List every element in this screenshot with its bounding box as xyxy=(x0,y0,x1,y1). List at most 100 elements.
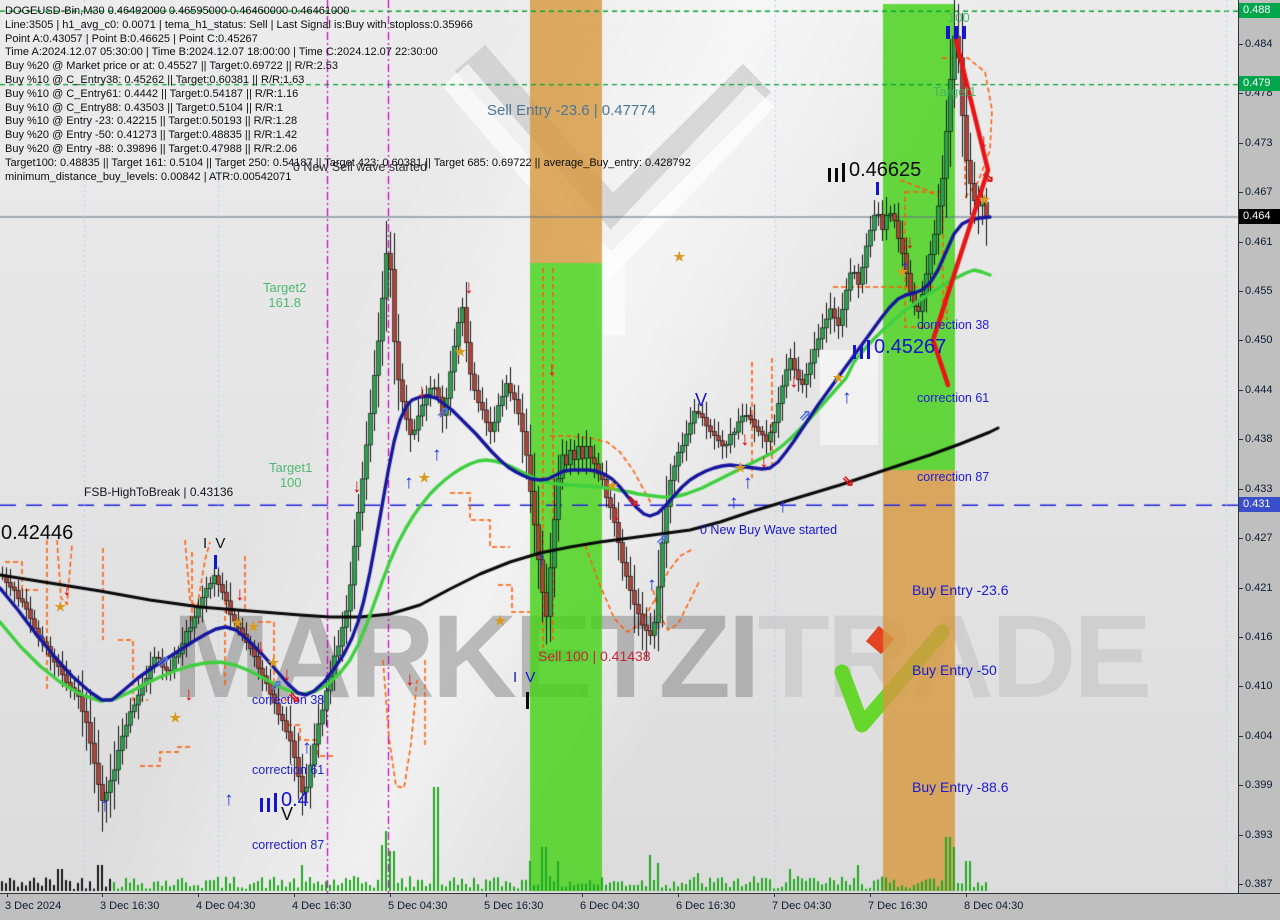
wave-tick-icon xyxy=(842,163,845,182)
target1-value: 100 xyxy=(279,475,302,490)
sell-arrow-icon: ↓ xyxy=(282,663,292,685)
indicator-info-line: Point A:0.43057 | Point B:0.46625 | Poin… xyxy=(5,32,258,45)
time-tick: 6 Dec 16:30 xyxy=(676,893,735,912)
time-tick: 3 Dec 2024 xyxy=(5,893,61,912)
time-tick: 8 Dec 04:30 xyxy=(964,893,1023,912)
sell-arrow-icon: ↓ xyxy=(759,450,769,472)
time-tick: 6 Dec 04:30 xyxy=(580,893,639,912)
star-icon: ★ xyxy=(418,469,431,485)
wave-tick-icon xyxy=(954,26,958,39)
wave-tick-icon xyxy=(962,26,966,39)
indicator-info-line: Line:3505 | h1_avg_c0: 0.0071 | tema_h1_… xyxy=(5,18,473,31)
price-marker: 0.464 xyxy=(1239,208,1280,224)
star-icon: ★ xyxy=(896,263,909,279)
star-icon: ★ xyxy=(454,343,467,359)
wave-tick-icon xyxy=(876,182,879,195)
indicator-info-line: Buy %20 @ Entry -88: 0.39896 || Target:0… xyxy=(5,142,298,155)
correction87-left-label: correction 87 xyxy=(252,838,325,852)
buy-entry-236-label: Buy Entry -23.6 xyxy=(912,582,1009,598)
wave-100-label: 100 xyxy=(948,10,970,25)
star-icon: ★ xyxy=(54,598,67,614)
sell-arrow-icon: ↓ xyxy=(612,503,622,525)
chart-canvas[interactable] xyxy=(0,0,1238,893)
buy-entry-886-label: Buy Entry -88.6 xyxy=(912,779,1009,795)
wave-tick-icon xyxy=(867,340,870,359)
buy-arrow-icon: ↑ xyxy=(100,794,110,816)
indicator-info-line: Target100: 0.48835 || Target 161: 0.5104… xyxy=(5,156,691,169)
hollow-sell-arrow-icon: ⇘ xyxy=(626,492,640,510)
hollow-sell-arrow-icon: ⇘ xyxy=(841,472,855,490)
wave-tick-icon xyxy=(260,798,263,812)
sell-arrow-icon: ↓ xyxy=(740,428,750,450)
indicator-info-line: minimum_distance_buy_levels: 0.00842 | A… xyxy=(5,170,292,183)
wave-top-ticks xyxy=(946,26,966,39)
time-tick: 7 Dec 04:30 xyxy=(772,893,831,912)
time-axis[interactable]: 3 Dec 2024 3 Dec 16:30 4 Dec 04:30 4 Dec 16… xyxy=(0,893,1280,920)
time-tick: 4 Dec 04:30 xyxy=(196,893,255,912)
time-tick: 5 Dec 16:30 xyxy=(484,893,543,912)
buy-arrow-icon: ↑ xyxy=(647,573,657,595)
sell-arrow-icon: ↓ xyxy=(256,635,266,657)
indicator-info-line: Buy %10 @ Entry -23: 0.42215 || Target:0… xyxy=(5,115,298,128)
wave-iv-left-label: I V xyxy=(203,535,228,552)
indicator-info-line: Time A:2024.12.07 05:30:00 | Time B:2024… xyxy=(5,46,438,59)
wave-v-right-label: V xyxy=(695,390,708,410)
sell-arrow-icon: ↓ xyxy=(405,668,415,690)
sell-arrow-icon: ↓ xyxy=(62,578,72,600)
time-tick: 7 Dec 16:30 xyxy=(868,893,927,912)
wave-tick-icon xyxy=(828,168,831,182)
target1-right-label: Target1 xyxy=(933,84,977,99)
buy-arrow-icon: ↑ xyxy=(224,788,234,810)
wave-iv-mid-label: I V xyxy=(513,669,538,686)
sell-arrow-icon: ↓ xyxy=(905,231,915,253)
star-icon: ★ xyxy=(267,654,280,670)
indicator-info-line: Buy %10 @ C_Entry88: 0.43503 || Target:0… xyxy=(5,101,283,114)
hollow-buy-arrow-icon: ⇗ xyxy=(655,530,669,548)
price-axis[interactable]: 0.484 0.478 0.473 0.467 0.461 0.455 0.450 0.444… xyxy=(1238,0,1280,893)
symbol-ohlc-line: DOGEUSD-Bin,M30 0.46492000 0.46595000 0.… xyxy=(5,5,350,17)
buy-arrow-icon: ↑ xyxy=(778,495,788,517)
buy-entry-50-label: Buy Entry -50 xyxy=(912,662,997,678)
wave3-left-price: 0.4 xyxy=(281,789,309,811)
star-icon: ★ xyxy=(832,369,845,385)
wave-tick-icon xyxy=(267,798,270,812)
sell-arrow-icon: ↓ xyxy=(464,276,474,298)
buy-arrow-icon: ↑ xyxy=(537,548,547,570)
star-icon: ★ xyxy=(734,459,747,475)
sell-arrow-icon: ↓ xyxy=(979,130,989,152)
indicator-info-line: Buy %10 @ C_Entry61: 0.4442 || Target:0.… xyxy=(5,87,299,100)
time-tick: 5 Dec 04:30 xyxy=(388,893,447,912)
hollow-sell-arrow-icon: ⇘ xyxy=(287,688,301,706)
star-icon: ★ xyxy=(169,709,182,725)
wave-tick-icon xyxy=(274,793,277,812)
buy-arrow-icon: ↑ xyxy=(404,471,414,493)
price-marker: 0.431 xyxy=(1239,496,1280,512)
hollow-buy-arrow-icon: ⇗ xyxy=(436,403,450,421)
indicator-info-line: Buy %20 @ Market price or at: 0.45527 ||… xyxy=(5,60,339,73)
correction61-right-label: correction 61 xyxy=(917,391,990,405)
sell-arrow-icon: ↓ xyxy=(352,475,362,497)
star-icon: ★ xyxy=(673,248,686,264)
new-sell-wave-note: 0 New Sell wave started xyxy=(293,160,428,174)
target1-label: Target1 100 xyxy=(269,460,312,490)
target2-value: 161.8 xyxy=(268,295,301,310)
chart-area[interactable]: MARKETZITRADE DOGEUSD-Bin,M30 0.46492000… xyxy=(0,0,1238,893)
time-tick: 3 Dec 16:30 xyxy=(100,893,159,912)
sell-arrow-icon: ↓ xyxy=(789,370,799,392)
indicator-info-line: Buy %10 @ C_Entry38: 0.45262 || Target:0… xyxy=(5,73,305,86)
buy-arrow-icon: ↑ xyxy=(842,386,852,408)
wave-tick-icon xyxy=(946,26,950,39)
wave3-left-label: 0.4 xyxy=(260,789,309,812)
point-c-price: 0.45267 xyxy=(874,336,947,358)
wave-tick-icon xyxy=(853,345,856,359)
wave-tick-icon xyxy=(860,345,863,359)
buy-arrow-icon: ↑ xyxy=(743,471,753,493)
hollow-sell-arrow-icon: ⇘ xyxy=(981,168,995,186)
new-buy-wave-note: 0 New Buy Wave started xyxy=(700,523,838,537)
price-marker: 0.488 xyxy=(1239,2,1280,18)
buy-arrow-icon: ↑ xyxy=(729,491,739,513)
target2-text: Target2 xyxy=(263,280,307,295)
fsb-high-to-break-label: FSB-HighToBreak | 0.43136 xyxy=(84,484,234,499)
wave3-point-b-label: 0.46625 xyxy=(828,159,921,182)
